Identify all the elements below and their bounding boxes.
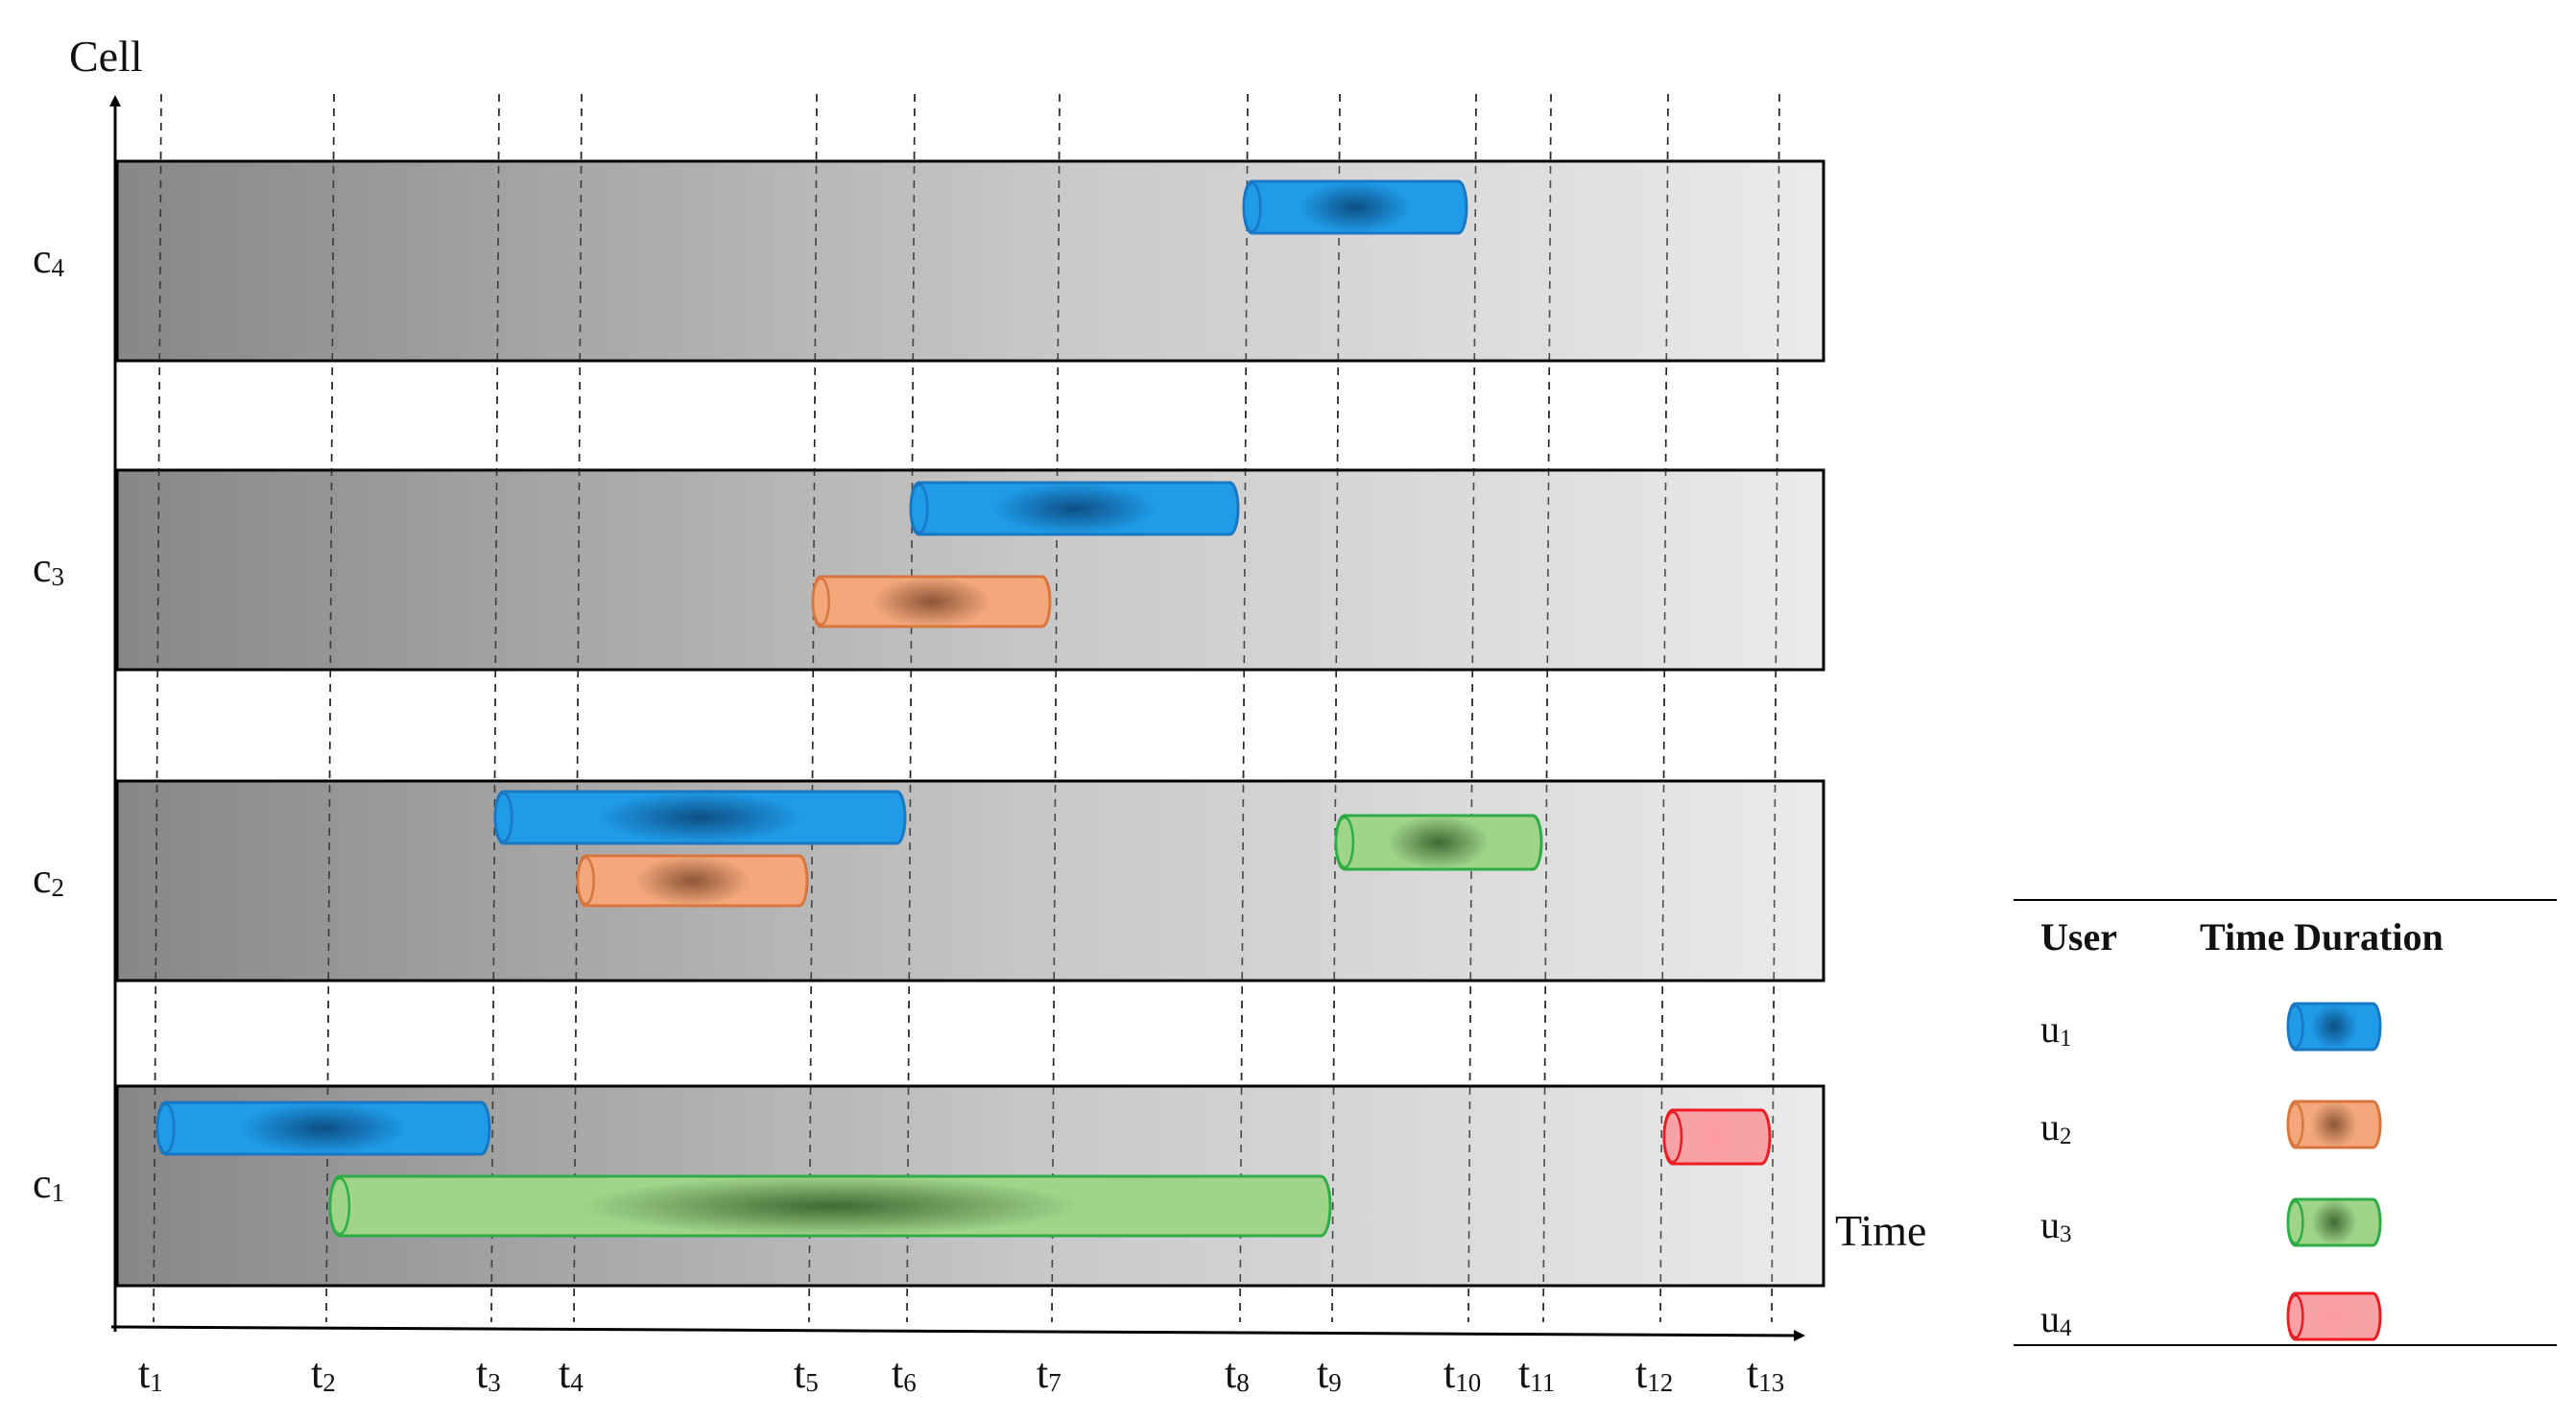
interval-bars xyxy=(155,179,1772,1238)
cell-band-c4 xyxy=(115,159,1825,363)
time-grid-line-overlay-t9 xyxy=(1331,93,1341,1323)
time-label-t9: t9 xyxy=(1317,1350,1342,1397)
interval-bar-c4-u1-cap xyxy=(1242,181,1262,233)
time-label-t1: t1 xyxy=(138,1350,163,1397)
x-axis-label: Time xyxy=(1835,1206,1926,1255)
legend-swatch-u2-cap xyxy=(2286,1101,2304,1148)
axes: Cell Time xyxy=(69,32,1926,1341)
interval-bar-c3-u1 xyxy=(909,481,1240,536)
legend-swatch-u4 xyxy=(2286,1291,2382,1341)
time-tick-labels: t1 t2 t3 t4 t5 t6 t7 t8 t9 t10 t11 t12 t13 xyxy=(138,1350,1784,1397)
interval-bar-c3-u2-body xyxy=(811,575,1052,628)
time-grid-line-overlay-t3 xyxy=(490,93,500,1323)
time-label-t7: t7 xyxy=(1037,1350,1061,1397)
time-grid-line-overlay-t1 xyxy=(153,93,162,1323)
legend-header-user: User xyxy=(2040,915,2117,958)
interval-bar-c1-u4-cap xyxy=(1662,1110,1683,1164)
interval-bar-c2-u3-body xyxy=(1334,814,1543,871)
time-label-t3: t3 xyxy=(476,1350,501,1397)
interval-bar-c1-u1 xyxy=(155,1100,491,1156)
interval-bar-c2-u1-body xyxy=(493,790,907,845)
time-grid-line-overlay-t13 xyxy=(1771,93,1780,1323)
time-grid-line-overlay-t11 xyxy=(1542,93,1552,1323)
interval-bar-c4-u1 xyxy=(1242,179,1468,235)
time-label-t12: t12 xyxy=(1635,1350,1673,1397)
time-label-t8: t8 xyxy=(1225,1350,1250,1397)
interval-bar-c3-u1-cap xyxy=(909,483,929,534)
legend-row-u3: u3 xyxy=(2040,1197,2382,1247)
time-label-t6: t6 xyxy=(892,1350,917,1397)
legend-label-u2: u2 xyxy=(2040,1105,2072,1149)
interval-bar-c1-u3 xyxy=(328,1174,1332,1238)
cell-label-c3: c3 xyxy=(33,544,64,591)
interval-bar-c2-u2-cap xyxy=(576,856,595,906)
legend-swatch-u1-cap xyxy=(2286,1004,2304,1050)
interval-bar-c4-u1-body xyxy=(1242,179,1468,235)
time-label-t10: t10 xyxy=(1443,1350,1481,1397)
interval-bar-c2-u3 xyxy=(1334,814,1543,871)
interval-bar-c3-u2-cap xyxy=(811,577,830,627)
interval-bar-c3-u2 xyxy=(811,575,1052,628)
interval-bar-c1-u1-body xyxy=(155,1100,491,1156)
time-label-t4: t4 xyxy=(559,1350,584,1397)
interval-bar-c1-u1-cap xyxy=(155,1102,176,1154)
cell-label-c1: c1 xyxy=(33,1160,64,1207)
legend-label-u4: u4 xyxy=(2040,1297,2072,1341)
time-label-t5: t5 xyxy=(794,1350,819,1397)
legend-row-u1: u1 xyxy=(2040,1002,2382,1052)
legend-label-u1: u1 xyxy=(2040,1007,2072,1052)
legend-header-duration: Time Duration xyxy=(2200,915,2444,958)
time-label-t11: t11 xyxy=(1518,1350,1555,1397)
interval-bar-c3-u1-body xyxy=(909,481,1240,536)
legend-row-u2: u2 xyxy=(2040,1100,2382,1149)
legend-swatch-u3-cap xyxy=(2286,1199,2304,1245)
legend-row-u4: u4 xyxy=(2040,1291,2382,1341)
time-grid-line-overlay-t7 xyxy=(1051,93,1061,1323)
y-axis-label: Cell xyxy=(69,32,143,81)
legend-swatch-u3 xyxy=(2286,1197,2382,1247)
cell-label-c4: c4 xyxy=(33,235,65,282)
legend: User Time Duration u1 u2 u3 u4 xyxy=(2014,899,2557,1346)
time-label-t2: t2 xyxy=(311,1350,336,1397)
interval-bar-c2-u2-body xyxy=(576,854,809,908)
cell-label-c2: c2 xyxy=(33,855,64,902)
interval-bar-c2-u2 xyxy=(576,854,809,908)
interval-bar-c1-u3-body xyxy=(328,1174,1332,1238)
interval-bar-c1-u3-cap xyxy=(328,1176,351,1236)
time-grid-line-overlay-t12 xyxy=(1659,93,1669,1323)
cell-band-c2 xyxy=(115,779,1825,982)
interval-bar-c2-u3-cap xyxy=(1334,816,1355,869)
time-grid-lines-overlay xyxy=(153,93,1780,1323)
time-grid-line-overlay-t8 xyxy=(1239,93,1249,1323)
x-axis-line xyxy=(110,1325,1805,1341)
legend-swatch-u4-cap xyxy=(2286,1293,2304,1339)
legend-label-u3: u3 xyxy=(2040,1203,2072,1247)
cell-labels: c4 c3 c2 c1 xyxy=(33,235,65,1207)
interval-bar-c2-u1 xyxy=(493,790,907,845)
time-grid-line-overlay-t5 xyxy=(808,93,818,1323)
legend-swatch-u1 xyxy=(2286,1002,2382,1052)
interval-bar-c1-u4 xyxy=(1662,1108,1772,1166)
time-grid-line-overlay-t10 xyxy=(1467,93,1477,1323)
time-grid-line-overlay-t6 xyxy=(906,93,916,1323)
time-grid-line-overlay-t4 xyxy=(573,93,583,1323)
time-label-t13: t13 xyxy=(1747,1350,1784,1397)
interval-bar-c2-u1-cap xyxy=(493,792,513,843)
legend-swatch-u2 xyxy=(2286,1100,2382,1149)
legend-rows: u1 u2 u3 u4 xyxy=(2040,1002,2382,1341)
